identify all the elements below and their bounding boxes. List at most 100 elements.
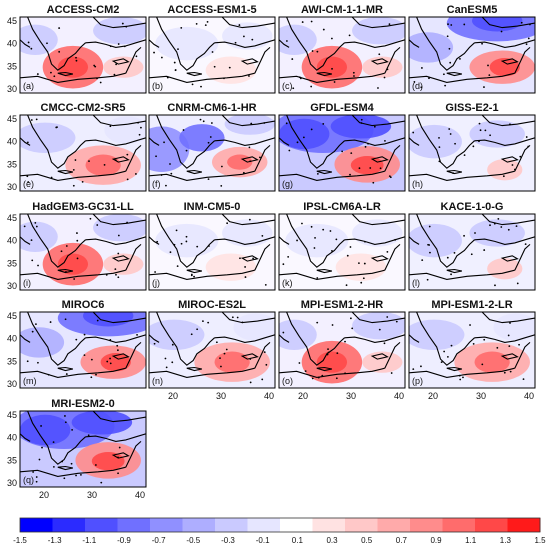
coastline bbox=[514, 144, 531, 172]
significance-dot bbox=[488, 74, 491, 77]
x-tick-label: 30 bbox=[87, 490, 97, 500]
x-tick-label: 40 bbox=[524, 391, 534, 401]
significance-dot bbox=[327, 348, 329, 351]
anomaly-blob bbox=[149, 319, 205, 350]
anomaly-blob bbox=[335, 253, 387, 281]
significance-dot bbox=[49, 321, 52, 323]
coastline bbox=[344, 334, 405, 343]
anomaly-blob bbox=[474, 351, 510, 373]
panel-label: (i) bbox=[23, 278, 31, 288]
significance-dot bbox=[175, 229, 178, 232]
coastline bbox=[149, 39, 160, 48]
significance-dot bbox=[412, 131, 415, 134]
colorbar-label: 0.3 bbox=[326, 536, 338, 545]
panel-frame bbox=[408, 16, 536, 94]
coastline bbox=[279, 367, 385, 378]
colorbar-swatch bbox=[247, 518, 281, 532]
anomaly-blob bbox=[93, 17, 146, 45]
map-panel: GFDL-ESM4 (g) bbox=[278, 102, 406, 192]
colorbar-label: -0.5 bbox=[186, 536, 200, 545]
significance-dot bbox=[459, 378, 462, 381]
anomaly-blob bbox=[85, 154, 121, 176]
anomaly-blob bbox=[71, 411, 133, 435]
coastline bbox=[409, 137, 420, 146]
significance-dot bbox=[349, 173, 351, 176]
panel-frame bbox=[19, 16, 147, 94]
significance-dot bbox=[81, 180, 84, 183]
coastline bbox=[125, 440, 142, 468]
anomaly-blob bbox=[179, 124, 225, 152]
anomaly-blob bbox=[93, 214, 146, 242]
coastline bbox=[214, 334, 275, 343]
significance-dot bbox=[427, 243, 429, 246]
significance-dot bbox=[248, 218, 251, 221]
significance-dot bbox=[298, 76, 301, 79]
significance-dot bbox=[238, 24, 241, 26]
panel-frame bbox=[19, 311, 147, 389]
significance-dot bbox=[207, 321, 210, 324]
significance-dot bbox=[155, 155, 157, 158]
colorbar-swatch bbox=[507, 518, 541, 532]
anomaly-field bbox=[20, 17, 146, 93]
significance-dot bbox=[446, 35, 449, 38]
significance-dot bbox=[30, 119, 33, 121]
significance-dot bbox=[316, 50, 319, 53]
coastline bbox=[125, 243, 142, 271]
significance-dot bbox=[520, 21, 523, 24]
significance-dot bbox=[367, 142, 369, 145]
significance-dot bbox=[527, 145, 530, 148]
significance-dot bbox=[327, 351, 330, 354]
coastline bbox=[156, 214, 215, 268]
coastline bbox=[111, 58, 130, 65]
significance-dot bbox=[372, 181, 375, 184]
significance-dot bbox=[63, 477, 66, 480]
significance-dot bbox=[426, 278, 429, 281]
significance-dot bbox=[311, 377, 314, 380]
significance-dot bbox=[116, 344, 119, 347]
significance-dot bbox=[333, 81, 336, 83]
coastline bbox=[27, 17, 86, 71]
significance-dot bbox=[109, 362, 112, 365]
significance-dot bbox=[264, 283, 267, 286]
significance-dot bbox=[72, 184, 75, 187]
significance-dot bbox=[115, 63, 118, 66]
significance-dot bbox=[244, 276, 247, 278]
coastline bbox=[416, 312, 475, 366]
significance-dot bbox=[509, 123, 511, 126]
significance-dot bbox=[117, 472, 119, 475]
significance-dot bbox=[138, 133, 141, 136]
significance-dot bbox=[26, 360, 29, 363]
significance-dot bbox=[472, 145, 475, 148]
significance-dot bbox=[58, 27, 61, 29]
coastline bbox=[92, 411, 146, 423]
significance-dot bbox=[285, 40, 288, 42]
significance-dot bbox=[223, 77, 225, 80]
coastline bbox=[85, 433, 146, 442]
panel-title: INM-CM5-0 bbox=[184, 201, 241, 213]
significance-dot bbox=[448, 47, 451, 50]
significance-dot bbox=[282, 331, 285, 334]
anomaly-field bbox=[149, 17, 275, 93]
significance-dot bbox=[94, 464, 97, 466]
significance-dot bbox=[360, 122, 363, 124]
significance-dot bbox=[90, 358, 93, 361]
significance-dot bbox=[95, 373, 97, 376]
significance-dot bbox=[446, 355, 449, 358]
significance-dot bbox=[322, 228, 325, 231]
y-tick-label: 35 bbox=[7, 61, 17, 71]
significance-dot bbox=[525, 136, 528, 138]
y-tick-label: 30 bbox=[7, 379, 17, 389]
significance-dot bbox=[236, 316, 239, 319]
significance-dot bbox=[220, 184, 223, 187]
anomaly-field bbox=[279, 17, 405, 93]
panel-frame bbox=[278, 213, 406, 291]
anomaly-blob bbox=[352, 219, 403, 247]
significance-dot bbox=[185, 235, 188, 238]
significance-dot bbox=[310, 128, 313, 131]
significance-dot bbox=[56, 126, 58, 129]
significance-dot bbox=[317, 376, 320, 379]
panel-title: MIROC6 bbox=[62, 299, 105, 311]
significance-dot bbox=[199, 118, 202, 121]
significance-dot bbox=[135, 55, 138, 58]
